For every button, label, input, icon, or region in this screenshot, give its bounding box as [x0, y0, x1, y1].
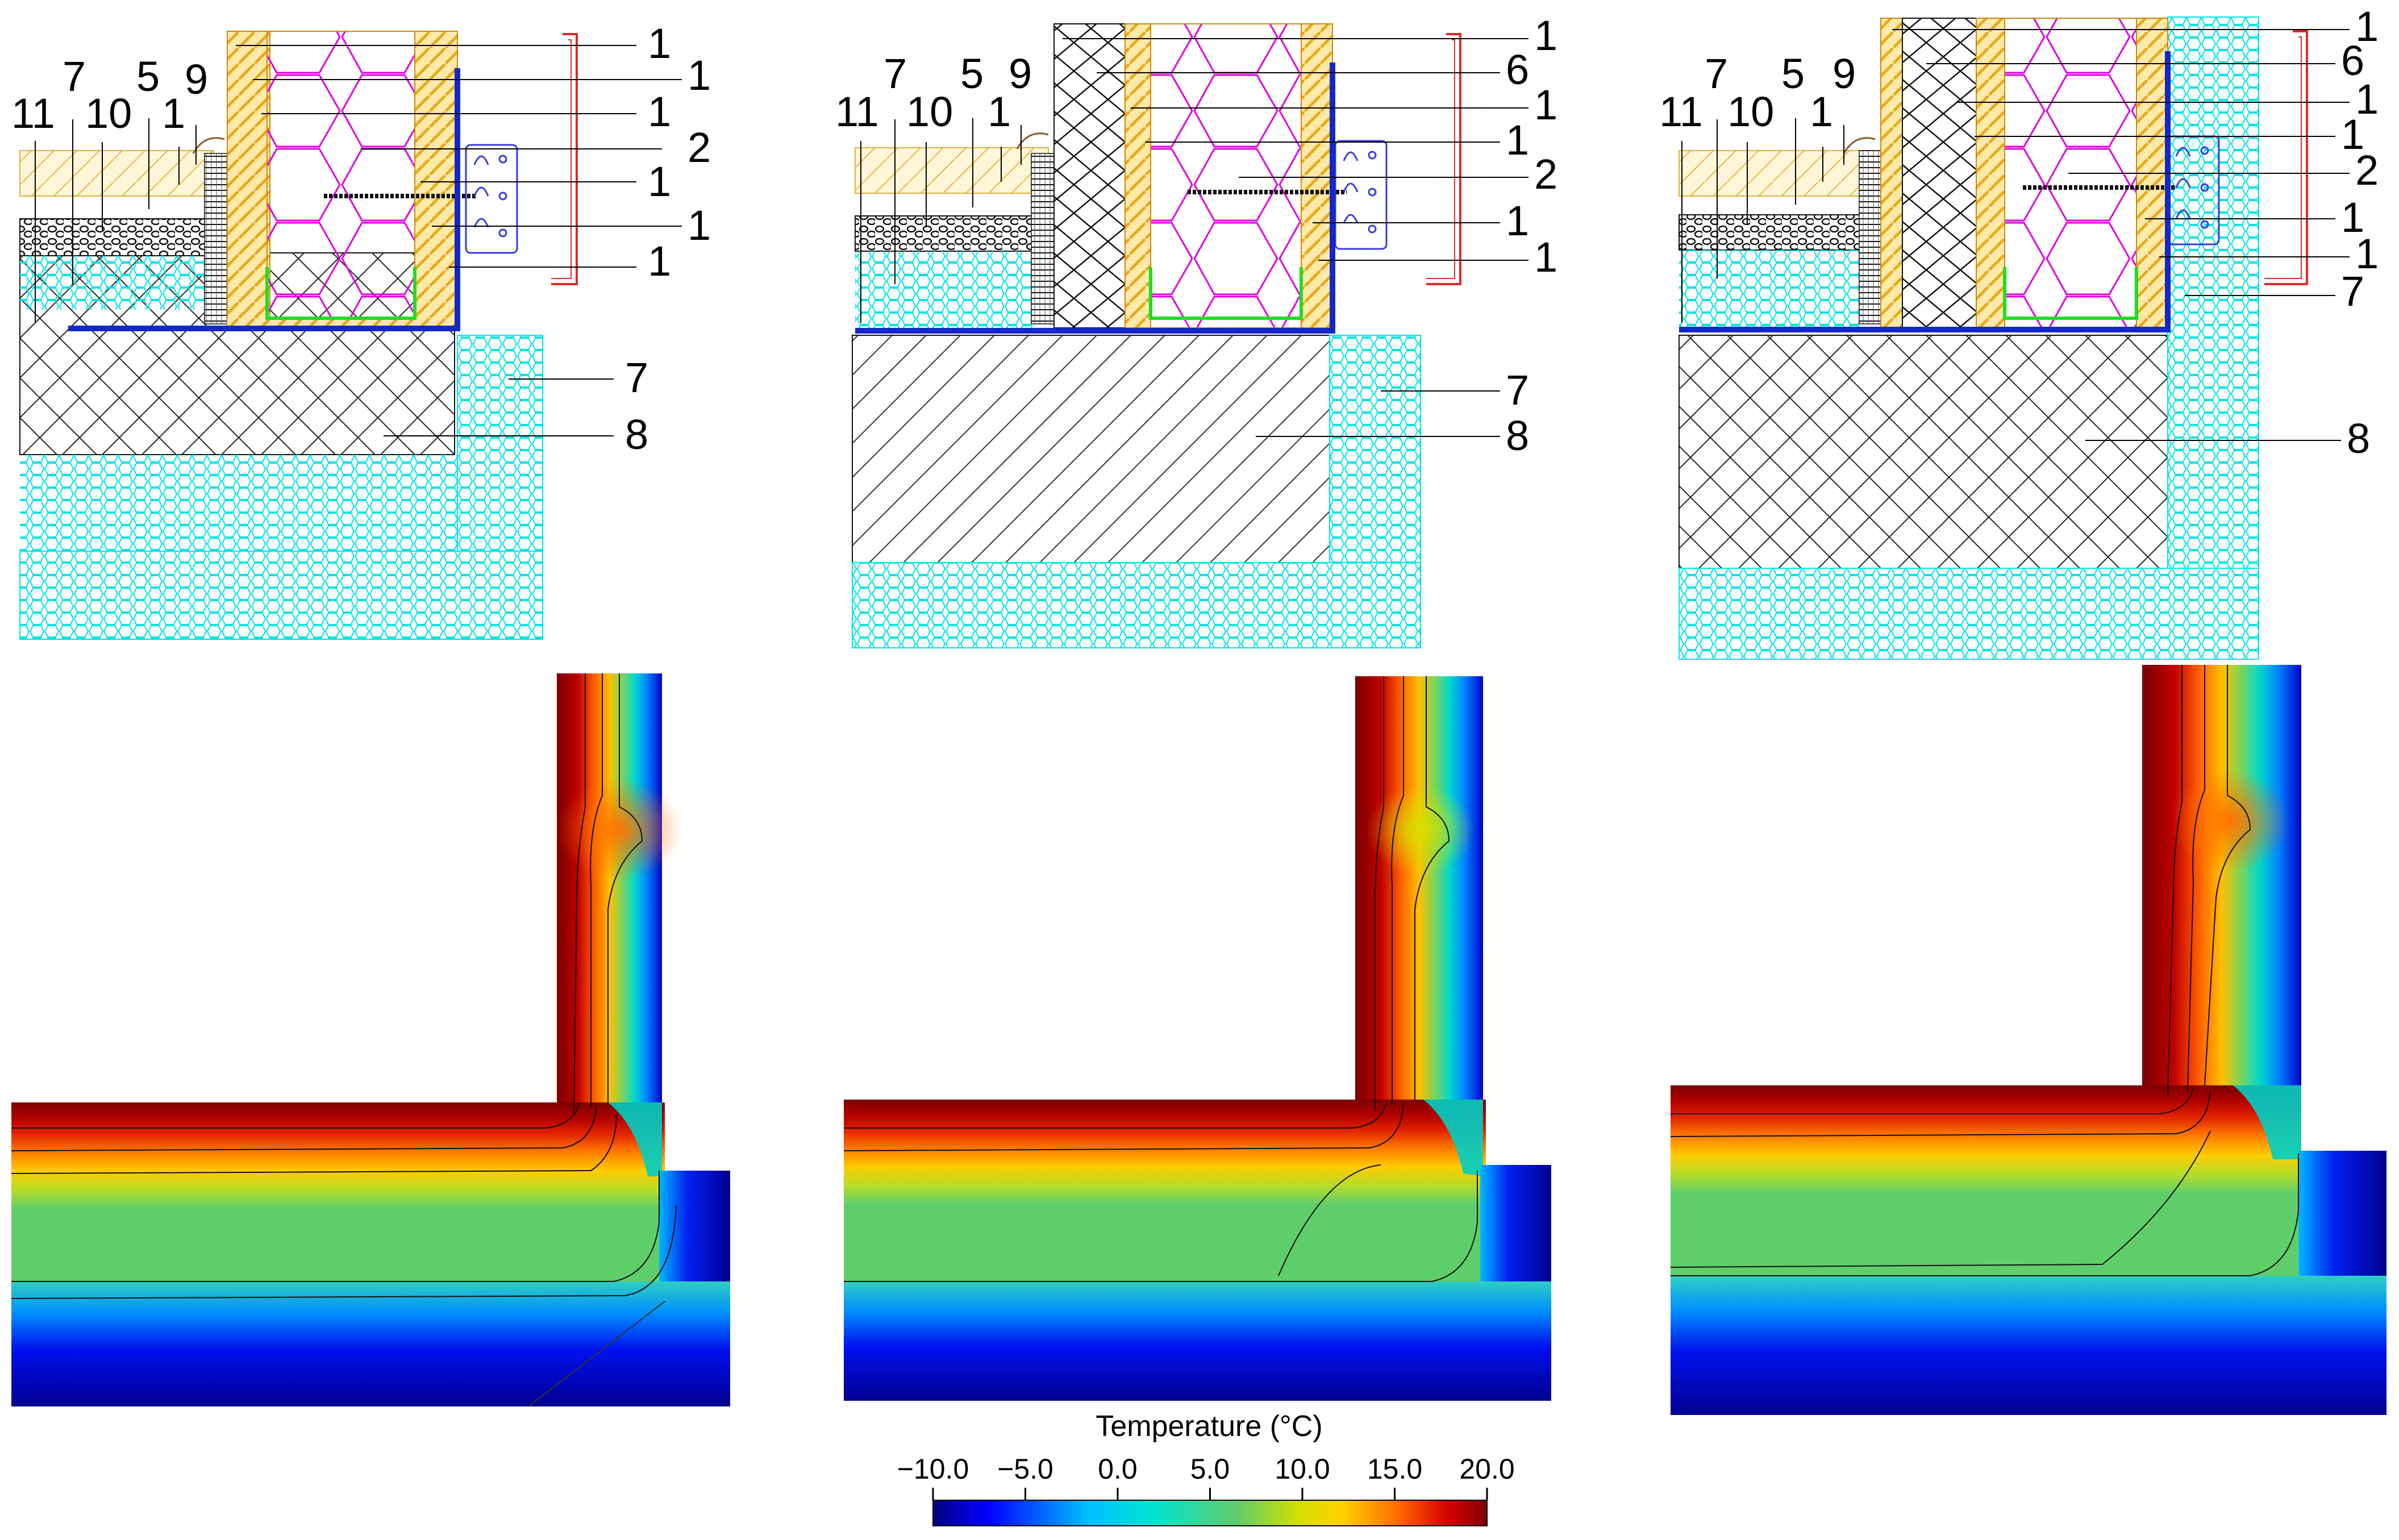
callout-label: 10: [906, 88, 953, 135]
callout-label: 9: [185, 56, 208, 103]
callout-label: 6: [2341, 37, 2364, 84]
temperature-field-variant-b: [843, 676, 1551, 1401]
callout-label: 2: [1534, 151, 1557, 198]
colorbar-tick-label: 0.0: [1098, 1453, 1138, 1485]
callout-label: 7: [1506, 367, 1529, 414]
callout-label: 1: [162, 90, 185, 137]
colorbar-tick-label: 20.0: [1459, 1453, 1514, 1485]
colorbar-ticks: −10.0 −5.0 0.0 5.0 10.0 15.0 20.0: [897, 1453, 1515, 1500]
callout-label: 1: [2355, 76, 2379, 123]
callout-label: 8: [2347, 415, 2370, 462]
temperature-field-variant-c: [1670, 665, 2386, 1415]
temperature-colorbar: Temperature (°C) −10.0 −5.0 0.0 5.0 10.0 15.0…: [897, 1410, 1515, 1526]
colorbar-tick-label: 15.0: [1367, 1453, 1422, 1485]
callout-label: 7: [884, 50, 907, 97]
callout-label: 1: [2355, 3, 2379, 50]
callout-label: 1: [2341, 194, 2364, 241]
callout-label: 1: [1534, 234, 1557, 281]
callout-label: 1: [1534, 12, 1557, 59]
callout-label: 1: [1506, 116, 1529, 164]
colorbar-tick-label: −5.0: [997, 1453, 1053, 1485]
callout-label: 2: [688, 124, 711, 171]
callout-label: 1: [648, 158, 671, 205]
callout-label: 7: [625, 354, 648, 401]
callout-label: 1: [1534, 81, 1557, 128]
callout-label: 5: [960, 50, 984, 97]
callout-label: 1: [688, 52, 711, 99]
callout-label: 10: [85, 90, 132, 137]
callout-label: 9: [1832, 50, 1856, 97]
callout-label: 5: [1781, 50, 1805, 97]
callout-label: 6: [1506, 46, 1529, 93]
callout-label: 11: [1659, 88, 1703, 135]
callout-label: 10: [1727, 88, 1774, 135]
callout-label: 1: [2355, 230, 2379, 277]
callout-label: 7: [63, 53, 86, 100]
callout-label: 8: [625, 411, 648, 458]
callout-label: 7: [2341, 268, 2364, 315]
callout-label: 1: [1506, 197, 1529, 244]
colorbar-tick-label: 5.0: [1190, 1453, 1230, 1485]
colorbar-tick-label: 10.0: [1275, 1453, 1330, 1485]
callout-label: 8: [1506, 412, 1529, 459]
callout-label: 9: [1009, 50, 1032, 97]
callout-label: 1: [688, 202, 711, 249]
callout-label: 1: [648, 238, 671, 285]
callout-label: 7: [1705, 50, 1728, 97]
callout-label: 1: [2341, 111, 2364, 158]
detail-drawing-variant-c: 1 6 1 1 2 1 1 7 8 11 7 10 5 1 9: [1659, 3, 2379, 660]
detail-drawing-variant-b: 1 6 1 1 2 1 1 7 8 11 7 10 5 1 9: [835, 12, 1557, 648]
colorbar-title: Temperature (°C): [1096, 1410, 1322, 1443]
callout-label: 5: [136, 53, 160, 100]
callout-label: 2: [2355, 147, 2379, 194]
temperature-field-variant-a: [11, 673, 730, 1407]
colorbar-tick-label: −10.0: [897, 1453, 969, 1485]
callout-label: 1: [1810, 88, 1833, 135]
detail-drawing-variant-a: 1 1 1 2 1 1 1 7 8 11 7 10 5 1 9: [11, 20, 711, 640]
callout-label: 11: [11, 90, 55, 137]
callout-label: 1: [648, 88, 671, 135]
callout-label: 11: [835, 88, 879, 135]
callout-label: 1: [988, 88, 1011, 135]
callout-label: 1: [648, 20, 671, 67]
